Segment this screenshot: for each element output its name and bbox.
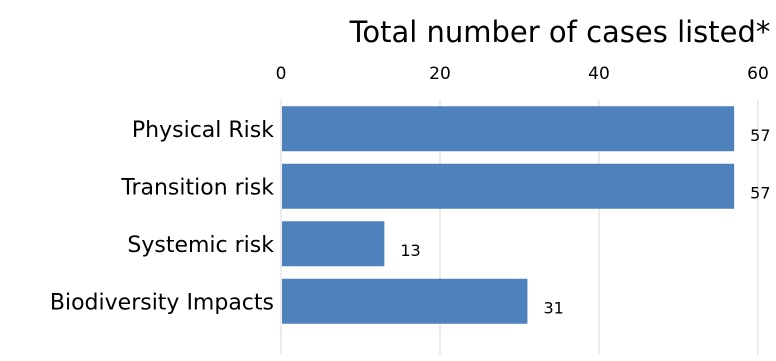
chart-title: Total number of cases listed* bbox=[349, 15, 771, 49]
bar bbox=[282, 278, 528, 324]
data-labels: 57 57 13 31 bbox=[400, 126, 770, 318]
category-label: Biodiversity Impacts bbox=[50, 290, 274, 315]
x-tick-label: 0 bbox=[276, 64, 287, 84]
x-tick-label: 60 bbox=[747, 64, 769, 84]
x-tick-label: 40 bbox=[588, 64, 610, 84]
data-label: 57 bbox=[750, 126, 770, 145]
data-label: 31 bbox=[543, 298, 563, 317]
category-label: Systemic risk bbox=[127, 233, 274, 258]
bar bbox=[282, 106, 735, 152]
bar bbox=[282, 221, 385, 267]
category-labels: Physical Risk Transition risk Systemic ris… bbox=[50, 118, 274, 316]
bars bbox=[282, 106, 735, 324]
x-axis: 0 20 40 60 bbox=[276, 64, 769, 84]
data-label: 13 bbox=[400, 241, 420, 260]
x-tick-label: 20 bbox=[429, 64, 451, 84]
category-label: Transition risk bbox=[120, 175, 274, 200]
bar bbox=[282, 163, 735, 209]
data-label: 57 bbox=[750, 183, 770, 202]
category-label: Physical Risk bbox=[132, 118, 274, 143]
